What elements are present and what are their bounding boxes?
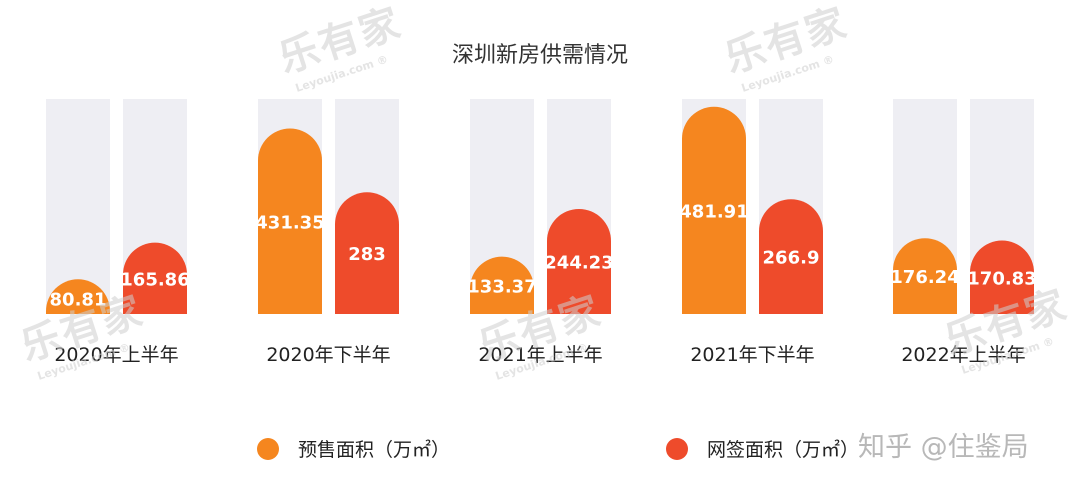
value-label: 431.35 bbox=[255, 212, 324, 233]
value-label: 165.86 bbox=[120, 269, 189, 290]
value-label: 133.37 bbox=[467, 276, 536, 297]
presale-bar bbox=[470, 256, 534, 314]
signed-bar bbox=[335, 192, 399, 314]
value-label: 176.24 bbox=[890, 267, 959, 288]
legend: 预售面积（万㎡） 网签面积（万㎡） bbox=[257, 438, 859, 461]
presale-bar bbox=[893, 238, 957, 314]
legend-swatch bbox=[257, 438, 279, 460]
bars bbox=[46, 106, 1034, 314]
signed-bar bbox=[547, 208, 611, 314]
value-label: 481.91 bbox=[679, 201, 748, 222]
category-label: 2021年下半年 bbox=[690, 344, 814, 366]
zhihu-watermark: 知乎 @住鉴局 bbox=[858, 432, 1029, 463]
category-label: 2022年上半年 bbox=[901, 344, 1025, 366]
category-label: 2020年下半年 bbox=[266, 344, 390, 366]
category-label: 2021年上半年 bbox=[478, 344, 602, 366]
presale-bar bbox=[682, 106, 746, 314]
chart-title: 深圳新房供需情况 bbox=[452, 43, 628, 68]
presale-bar bbox=[46, 279, 110, 314]
presale-bar bbox=[258, 128, 322, 314]
signed-bar bbox=[970, 240, 1034, 314]
value-labels: 80.81 165.86 431.35 283 133.37 244.23 481.91 26… bbox=[50, 201, 1037, 310]
value-label: 244.23 bbox=[544, 252, 613, 273]
value-label: 266.9 bbox=[763, 248, 820, 269]
category-labels: 2020年上半年 2020年下半年 2021年上半年 2021年下半年 2022年上半年 bbox=[54, 344, 1025, 366]
category-label: 2020年上半年 bbox=[54, 344, 178, 366]
value-label: 170.83 bbox=[967, 268, 1036, 289]
legend-label: 预售面积（万㎡） bbox=[298, 438, 450, 461]
signed-bar bbox=[123, 242, 187, 314]
legend-label: 网签面积（万㎡） bbox=[707, 438, 859, 461]
signed-bar bbox=[759, 199, 823, 314]
value-label: 283 bbox=[348, 244, 386, 265]
bar-track bbox=[46, 99, 110, 314]
legend-swatch bbox=[666, 438, 688, 460]
bar-tracks bbox=[46, 99, 1034, 314]
value-label: 80.81 bbox=[50, 289, 107, 310]
